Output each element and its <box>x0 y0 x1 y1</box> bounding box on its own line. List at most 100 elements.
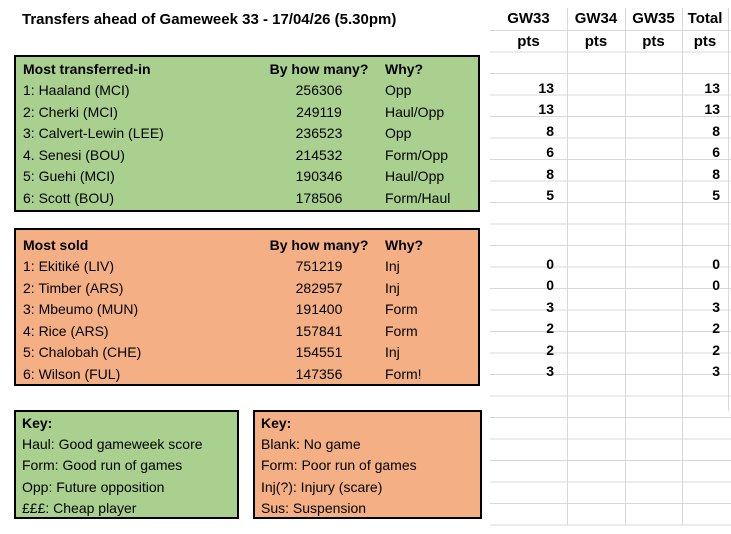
col-subheader-gw34-pts[interactable]: pts <box>584 32 608 50</box>
key-line[interactable]: £££: Cheap player <box>22 499 137 516</box>
col-header-gw34[interactable]: GW34 <box>574 10 618 27</box>
table-title-cell[interactable]: Most sold <box>23 236 89 253</box>
transfer-count-cell[interactable]: 256306 <box>295 82 343 99</box>
gw33-pts-cell[interactable]: 8 <box>546 165 554 182</box>
player-name-cell[interactable]: 1: Haaland (MCI) <box>23 82 130 99</box>
gw33-pts-cell[interactable]: 13 <box>538 101 554 117</box>
key-line[interactable]: Haul: Good gameweek score <box>22 436 203 453</box>
table-row: 4. Senesi (BOU) 214532 Form/Opp <box>16 144 478 166</box>
total-pts-cell[interactable]: 5 <box>712 187 720 203</box>
transfer-count-cell[interactable]: 178506 <box>295 189 343 206</box>
key-line[interactable]: Form: Good run of games <box>22 457 183 474</box>
gw33-pts-cell[interactable]: 0 <box>546 255 554 272</box>
table-row: 6: Scott (BOU) 178506 Form/Haul <box>16 187 478 209</box>
total-pts-cell[interactable]: 3 <box>712 363 720 379</box>
player-name-cell[interactable]: 2: Cherki (MCI) <box>23 103 118 120</box>
table-row: 6: Wilson (FUL) 147356 Form! <box>16 363 478 385</box>
transfer-count-cell[interactable]: 751219 <box>295 258 343 275</box>
key-line[interactable]: Inj(?): Injury (scare) <box>261 478 383 495</box>
player-name-cell[interactable]: 2: Timber (ARS) <box>23 279 124 296</box>
transfer-count-cell[interactable]: 249119 <box>296 103 342 120</box>
transfer-count-cell[interactable]: 191400 <box>295 301 343 318</box>
player-name-cell[interactable]: 4: Rice (ARS) <box>23 322 109 339</box>
total-pts-cell[interactable]: 13 <box>704 101 720 117</box>
col-header-gw33[interactable]: GW33 <box>507 10 550 27</box>
table-row: 1: Haaland (MCI) 256306 Opp <box>16 80 478 102</box>
total-pts-cell[interactable]: 13 <box>704 79 720 96</box>
gw33-pts-cell[interactable]: 13 <box>538 79 554 96</box>
total-pts-cell[interactable]: 2 <box>712 341 720 358</box>
transfer-count-cell[interactable]: 214532 <box>295 146 343 163</box>
key-line[interactable]: Form: Poor run of games <box>261 457 417 474</box>
player-name-cell[interactable]: 5: Guehi (MCI) <box>23 168 115 185</box>
gw33-pts-cell[interactable]: 3 <box>546 363 554 379</box>
transfer-count-cell[interactable]: 157841 <box>295 322 343 339</box>
gridline-vertical <box>728 8 729 411</box>
sheet-title-cell[interactable]: Transfers ahead of Gameweek 33 - 17/04/2… <box>22 11 397 28</box>
count-header-cell[interactable]: By how many? <box>269 60 369 77</box>
gridline-vertical <box>625 8 626 525</box>
transfer-reason-cell[interactable]: Inj <box>385 344 400 361</box>
total-pts-cell[interactable]: 8 <box>712 122 720 139</box>
transfer-reason-cell[interactable]: Haul/Opp <box>385 168 445 185</box>
table-row: 1: Ekitiké (LIV) 751219 Inj <box>16 256 478 278</box>
table-title-cell[interactable]: Most transferred-in <box>23 60 151 77</box>
gw33-pts-cell[interactable]: 5 <box>546 187 554 203</box>
gw33-pts-cell[interactable]: 6 <box>546 144 554 160</box>
key-line[interactable]: Sus: Suspension <box>261 499 367 516</box>
transfer-reason-cell[interactable]: Haul/Opp <box>385 103 445 120</box>
col-header-gw35[interactable]: GW35 <box>632 10 675 27</box>
gw33-pts-cell[interactable]: 3 <box>546 298 554 315</box>
player-name-cell[interactable]: 6: Scott (BOU) <box>23 189 115 206</box>
transfer-count-cell[interactable]: 236523 <box>295 125 343 142</box>
table-row: 3: Mbeumo (MUN) 191400 Form <box>16 299 478 321</box>
total-pts-cell[interactable]: 6 <box>712 144 720 160</box>
player-name-cell[interactable]: 5: Chalobah (CHE) <box>23 344 142 361</box>
gw33-pts-cell[interactable]: 2 <box>546 320 554 336</box>
col-subheader-gw35-pts[interactable]: pts <box>642 32 665 50</box>
gw33-pts-cell[interactable]: 0 <box>546 277 554 293</box>
table-row: 5: Guehi (MCI) 190346 Haul/Opp <box>16 166 478 188</box>
key-title-cell[interactable]: Key: <box>22 415 53 431</box>
gridline-vertical <box>567 8 568 525</box>
player-name-cell[interactable]: 3: Mbeumo (MUN) <box>23 301 139 318</box>
player-name-cell[interactable]: 1: Ekitiké (LIV) <box>23 258 115 275</box>
transfer-reason-cell[interactable]: Opp <box>385 82 412 99</box>
key-legend-orange: Key: Blank: No game Form: Poor run of ga… <box>253 410 482 519</box>
key-line[interactable]: Opp: Future opposition <box>22 478 165 495</box>
key-line[interactable]: Blank: No game <box>261 436 361 453</box>
table-row: 2: Timber (ARS) 282957 Inj <box>16 277 478 299</box>
gw33-pts-cell[interactable]: 8 <box>546 122 554 139</box>
table-row: 3: Calvert-Lewin (LEE) 236523 Opp <box>16 123 478 145</box>
player-name-cell[interactable]: 4. Senesi (BOU) <box>23 146 125 163</box>
transfer-reason-cell[interactable]: Inj <box>385 279 400 296</box>
why-header-cell[interactable]: Why? <box>385 236 424 253</box>
player-name-cell[interactable]: 6: Wilson (FUL) <box>23 365 121 382</box>
transfer-reason-cell[interactable]: Form! <box>385 365 422 382</box>
total-pts-cell[interactable]: 0 <box>712 255 720 272</box>
gw33-pts-cell[interactable]: 2 <box>546 341 554 358</box>
col-subheader-total-pts[interactable]: pts <box>693 32 717 50</box>
count-header-cell[interactable]: By how many? <box>269 236 369 253</box>
key-title-cell[interactable]: Key: <box>261 415 292 431</box>
transfers-in-table: Most transferred-in By how many? Why? 1:… <box>14 55 480 212</box>
col-header-total[interactable]: Total <box>687 10 723 27</box>
transfer-reason-cell[interactable]: Opp <box>385 125 412 142</box>
player-name-cell[interactable]: 3: Calvert-Lewin (LEE) <box>23 125 164 142</box>
why-header-cell[interactable]: Why? <box>385 60 424 77</box>
total-pts-cell[interactable]: 0 <box>712 277 720 293</box>
transfer-count-cell[interactable]: 154551 <box>295 344 343 361</box>
col-subheader-gw33-pts[interactable]: pts <box>517 32 540 50</box>
table-row: 5: Chalobah (CHE) 154551 Inj <box>16 342 478 364</box>
transfer-reason-cell[interactable]: Form <box>385 301 418 318</box>
transfer-reason-cell[interactable]: Form <box>385 322 418 339</box>
transfer-reason-cell[interactable]: Form/Opp <box>385 146 449 163</box>
transfer-reason-cell[interactable]: Inj <box>385 258 400 275</box>
total-pts-cell[interactable]: 8 <box>712 165 720 182</box>
transfer-count-cell[interactable]: 190346 <box>295 168 343 185</box>
transfer-reason-cell[interactable]: Form/Haul <box>385 189 451 206</box>
total-pts-cell[interactable]: 3 <box>712 298 720 315</box>
total-pts-cell[interactable]: 2 <box>712 320 720 336</box>
transfer-count-cell[interactable]: 147356 <box>295 365 343 382</box>
transfer-count-cell[interactable]: 282957 <box>295 279 343 296</box>
